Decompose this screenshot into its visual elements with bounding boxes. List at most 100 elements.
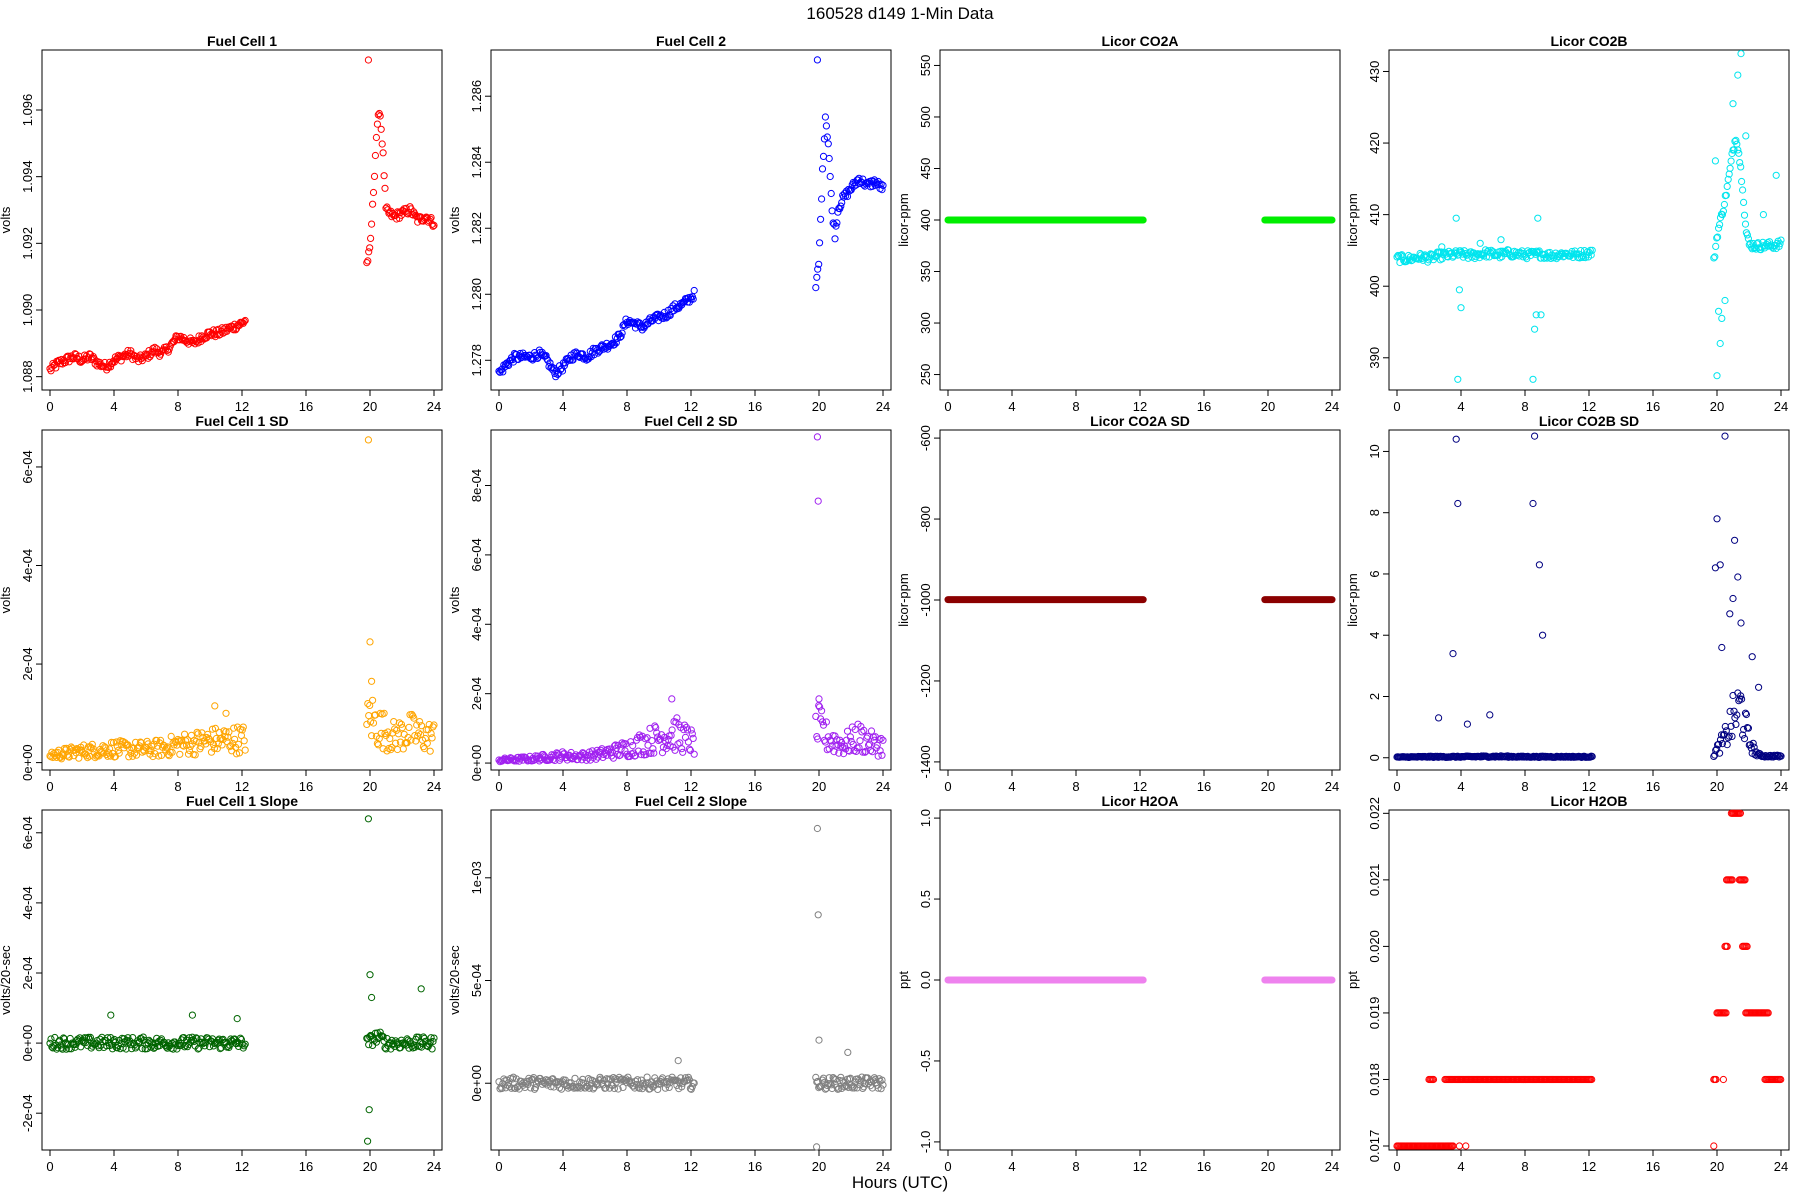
x-tick-label: 20: [1710, 1159, 1724, 1174]
y-tick-label: 430: [1367, 61, 1382, 83]
data-point: [1452, 435, 1460, 443]
data-point: [529, 1075, 537, 1083]
data-point: [668, 726, 676, 734]
data-point: [600, 750, 608, 759]
data-point: [221, 733, 229, 741]
data-point: [1741, 876, 1749, 884]
data-point: [234, 740, 243, 748]
data-point: [878, 751, 886, 759]
data-point: [59, 1034, 68, 1042]
panel-title: Licor H2OB: [1550, 793, 1627, 809]
panel-fuel-cell-2-slope: Fuel Cell 2 Slope volts/20-sec 0 4 8 12 16 20 24…: [447, 793, 892, 1174]
data-point: [862, 747, 870, 756]
data-point: [1727, 157, 1735, 165]
data-point: [109, 739, 118, 747]
x-tick-label: 16: [299, 1159, 313, 1174]
data-point: [369, 719, 378, 727]
y-tick-label: 350: [918, 261, 933, 283]
panel-title: Fuel Cell 1 Slope: [186, 793, 298, 809]
data-point: [115, 749, 123, 757]
data-point: [238, 1040, 246, 1048]
y-tick-label: 1e-03: [469, 861, 484, 894]
data-point: [653, 729, 661, 737]
data-point: [818, 718, 827, 726]
data-point: [162, 744, 170, 752]
y-axis-label: volts: [447, 206, 462, 233]
data-point: [367, 234, 375, 242]
data-point: [647, 749, 655, 758]
data-point: [1454, 375, 1462, 383]
data-point: [382, 1045, 390, 1053]
y-tick-label: 1.090: [20, 294, 35, 327]
data-point: [80, 741, 88, 749]
data-point: [365, 248, 373, 256]
y-tick-label: -1000: [918, 583, 933, 616]
y-tick-label: -800: [918, 506, 933, 532]
data-point: [366, 244, 374, 252]
data-point: [1438, 243, 1446, 251]
data-point: [1716, 749, 1724, 757]
data-point: [415, 729, 423, 737]
x-tick-label: 4: [1457, 399, 1464, 414]
data-point: [877, 1085, 885, 1093]
data-point: [676, 739, 684, 747]
y-tick-label: 6: [1367, 570, 1382, 577]
data-point: [687, 726, 695, 734]
data-point: [1429, 1075, 1438, 1084]
data-point: [232, 750, 241, 758]
data-point: [208, 725, 217, 733]
y-tick-label: 0.022: [1367, 797, 1382, 830]
data-point: [571, 1074, 579, 1082]
x-tick-label: 4: [1457, 779, 1464, 794]
data-point: [364, 815, 372, 823]
data-point: [393, 745, 402, 754]
data-point: [832, 222, 840, 230]
data-point: [209, 741, 218, 749]
data-point: [1740, 198, 1748, 206]
data-point: [377, 125, 385, 133]
data-point: [427, 1034, 435, 1042]
x-tick-label: 12: [235, 399, 249, 414]
data-point: [813, 433, 822, 441]
data-point: [213, 745, 221, 753]
plot-frame: [490, 49, 892, 391]
data-point: [1535, 561, 1544, 569]
data-point: [139, 1033, 147, 1041]
data-point: [227, 1035, 235, 1043]
y-tick-label: 390: [1367, 347, 1382, 369]
data-point: [372, 133, 380, 142]
data-point: [651, 722, 659, 730]
data-point: [1729, 594, 1737, 603]
data-point: [61, 359, 70, 367]
data-point: [539, 351, 547, 359]
panel-licor-h2ob: Licor H2OB ppt 0 4 8 12 16 20 24 0.017 0.018 0.019 0…: [1345, 793, 1790, 1174]
data-point: [594, 753, 602, 761]
x-tick-label: 0: [944, 1159, 951, 1174]
data-point: [681, 733, 690, 742]
data-point: [108, 1045, 117, 1053]
data-point: [1464, 254, 1472, 262]
x-tick-label: 16: [1197, 399, 1211, 414]
x-tick-label: 24: [1325, 1159, 1339, 1174]
data-point: [56, 1036, 64, 1044]
data-point: [1519, 253, 1527, 261]
figure-title: 160528 d149 1-Min Data: [806, 4, 994, 23]
data-point: [1721, 722, 1729, 731]
data-point: [859, 748, 867, 756]
data-point: [1531, 432, 1539, 440]
data-point: [822, 718, 831, 726]
data-point: [1455, 1142, 1464, 1150]
data-point: [652, 724, 660, 732]
data-point: [1732, 720, 1740, 729]
data-points: [495, 56, 887, 381]
data-point: [85, 1035, 94, 1043]
data-point: [365, 1041, 373, 1049]
data-point: [184, 750, 193, 758]
data-point: [815, 1036, 823, 1044]
data-point: [1759, 211, 1768, 219]
data-point: [1452, 214, 1460, 222]
data-point: [1532, 311, 1540, 319]
data-point: [812, 1073, 820, 1082]
data-point: [369, 188, 378, 197]
data-point: [1742, 710, 1751, 719]
